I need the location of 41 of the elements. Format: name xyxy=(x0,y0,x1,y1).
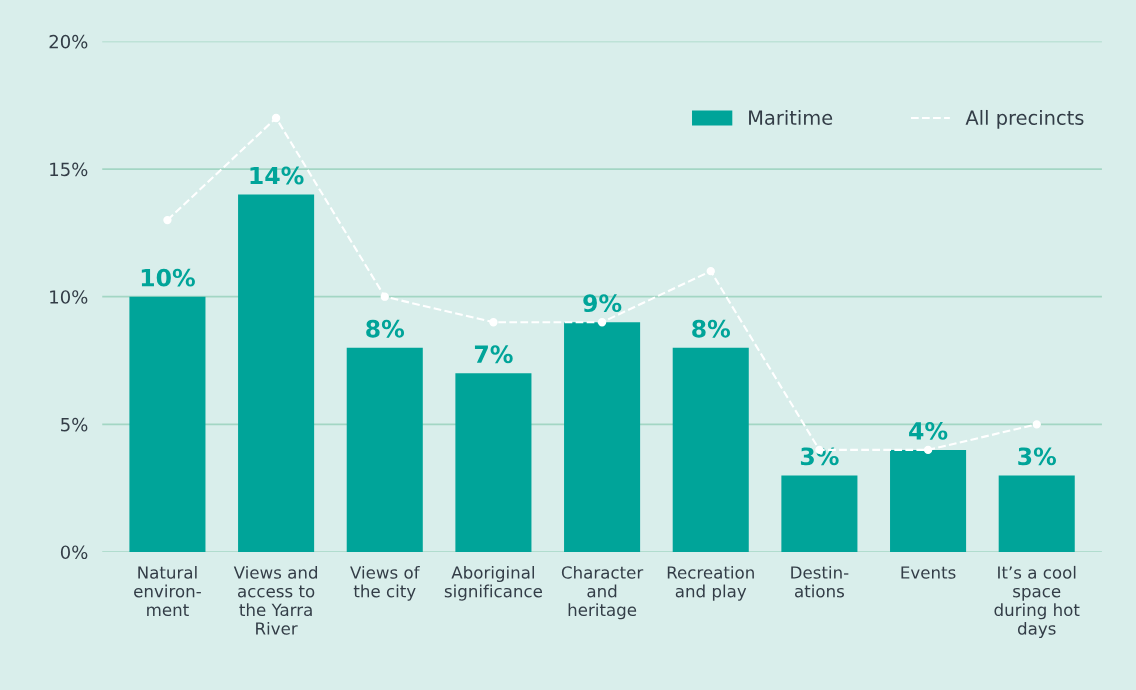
data-label: 8% xyxy=(692,319,731,338)
x-tick-label: Recreation and play xyxy=(667,565,754,601)
data-label: 4% xyxy=(909,421,948,440)
point xyxy=(489,318,498,327)
bar xyxy=(346,347,423,552)
point xyxy=(923,445,933,455)
y-tick-label: 5% xyxy=(61,417,88,432)
data-label: 14% xyxy=(250,166,304,185)
point xyxy=(271,113,281,123)
data-label: 10% xyxy=(141,268,195,287)
point xyxy=(163,215,172,225)
bar xyxy=(238,194,315,552)
data-label: 3% xyxy=(1018,447,1057,466)
bar xyxy=(455,373,532,552)
y-tick-label: 0% xyxy=(60,545,88,560)
data-label: 7% xyxy=(474,345,513,364)
x-tick-label: It’s a cool space during hot days xyxy=(994,565,1080,639)
bar xyxy=(129,296,206,552)
x-tick-label: Views of the city xyxy=(350,565,420,601)
y-tick-label: 10% xyxy=(50,290,88,304)
bar xyxy=(890,449,967,552)
y-tick-label: 20% xyxy=(49,34,88,49)
bar xyxy=(672,347,749,552)
y-tick-label: 15% xyxy=(50,162,88,177)
data-label: 9% xyxy=(583,294,622,313)
bar xyxy=(564,322,641,552)
point xyxy=(380,292,389,301)
point xyxy=(1032,420,1041,429)
legend-label: Maritime xyxy=(749,109,833,126)
legend-label: All precincts xyxy=(965,109,1084,129)
bar xyxy=(781,475,858,552)
data-label: 8% xyxy=(366,319,405,338)
x-tick-label: Aboriginal significance xyxy=(444,565,542,601)
x-tick-label: Character and heritage xyxy=(561,565,644,620)
point xyxy=(597,318,607,327)
x-tick-label: Natural environ- ment xyxy=(134,565,201,617)
x-tick-label: Events xyxy=(901,566,956,579)
x-tick-label: Destin- ations xyxy=(791,565,849,598)
point xyxy=(706,267,715,276)
bar xyxy=(998,475,1075,552)
x-tick-label: Views and access to the Yarra River xyxy=(233,565,318,635)
